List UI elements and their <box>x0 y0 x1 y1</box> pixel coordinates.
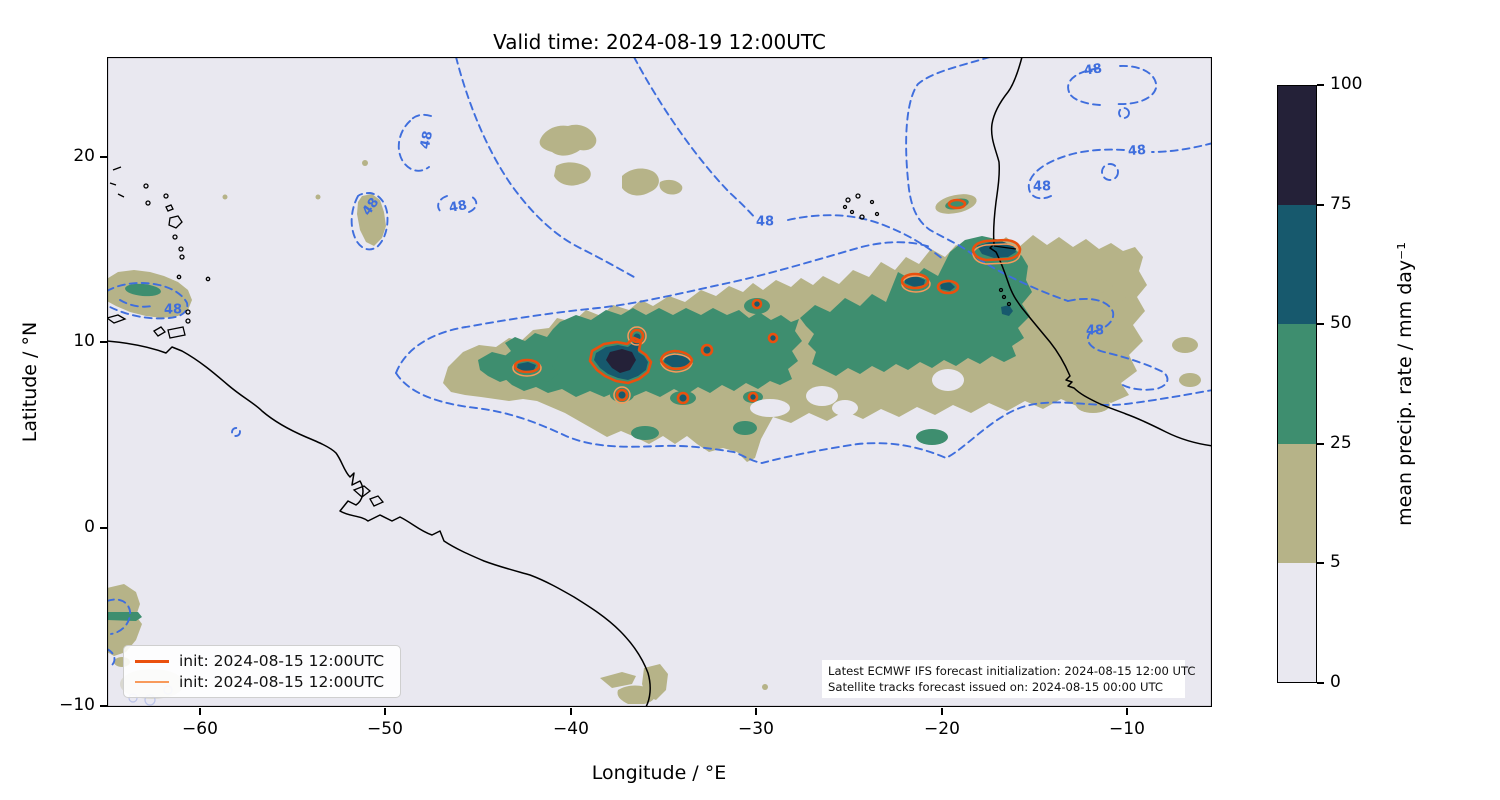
colorbar-tick <box>1317 682 1324 684</box>
contour-label: 48 <box>1033 180 1051 195</box>
precip-fill-75-100-layer <box>606 349 636 373</box>
y-tick-mark <box>100 156 107 158</box>
y-tick-mark <box>100 341 107 343</box>
orange-track-contours <box>512 198 1022 405</box>
x-tick-mark <box>941 708 943 715</box>
y-axis-label: Latitude / °N <box>19 321 41 443</box>
x-tick-label: −60 <box>182 719 218 739</box>
legend-entry: init: 2024-08-15 12:00UTC <box>135 673 389 691</box>
x-axis-label: Longitude / °E <box>591 762 727 784</box>
x-tick-mark <box>1126 708 1128 715</box>
x-tick-mark <box>199 708 201 715</box>
page-title: Valid time: 2024-08-19 12:00UTC <box>493 30 826 54</box>
contour-label: 48 <box>1083 61 1103 78</box>
colorbar-tick-label: 100 <box>1330 74 1363 94</box>
blue-dashed-contours <box>107 57 1212 667</box>
colorbar <box>1277 85 1317 683</box>
colorbar-tick-label: 25 <box>1330 433 1352 453</box>
x-tick-mark <box>755 708 757 715</box>
y-tick-label: 10 <box>73 331 95 351</box>
colorbar-label: mean precip. rate / mm day⁻¹ <box>1394 242 1416 526</box>
colorbar-segment-0-5 <box>1278 562 1316 683</box>
contour-label: 48 <box>1127 143 1146 159</box>
colorbar-segment-5-25 <box>1278 443 1316 563</box>
map-canvas: 48 48 48 48 48 48 48 48 48 <box>107 57 1212 707</box>
precip-fill-25-50-layer <box>107 198 1032 621</box>
colorbar-tick-label: 5 <box>1330 552 1341 572</box>
legend-line-swatch <box>135 659 169 663</box>
precip-gaps <box>750 369 964 417</box>
x-tick-mark <box>570 708 572 715</box>
legend-entry: init: 2024-08-15 12:00UTC <box>135 652 389 670</box>
x-tick-label: −20 <box>924 719 960 739</box>
x-tick-mark <box>384 708 386 715</box>
x-tick-label: −10 <box>1109 719 1145 739</box>
contour-label: 48 <box>756 215 774 230</box>
colorbar-tick-label: 50 <box>1330 313 1352 333</box>
colorbar-segment-50-75 <box>1278 205 1316 325</box>
annotation-line-2: Satellite tracks forecast issued on: 202… <box>828 680 1163 695</box>
map-plot-area: 48 48 48 48 48 48 48 48 48 <box>107 57 1212 707</box>
south-america-coast <box>107 340 651 707</box>
contour-label: 48 <box>1086 324 1104 339</box>
colorbar-tick-label: 0 <box>1330 672 1341 692</box>
contour-label: 48 <box>448 198 468 216</box>
x-tick-label: −30 <box>738 719 774 739</box>
coastal-islets <box>998 287 1012 307</box>
y-tick-mark <box>100 527 107 529</box>
x-tick-label: −50 <box>367 719 403 739</box>
contour-label: 48 <box>164 303 182 318</box>
colorbar-segment-75-100 <box>1278 86 1316 206</box>
colorbar-tick-label: 75 <box>1330 194 1352 214</box>
africa-coast <box>989 57 1212 447</box>
y-tick-label: 0 <box>84 517 95 537</box>
forecast-annotation: Latest ECMWF IFS forecast initialization… <box>822 660 1196 699</box>
precip-fill-5-25-layer <box>107 124 1201 704</box>
colorbar-tick <box>1317 562 1324 564</box>
colorbar-tick <box>1317 443 1324 445</box>
colorbar-tick <box>1317 84 1324 86</box>
colorbar-tick <box>1317 204 1324 206</box>
cape-verde-islands <box>842 193 880 220</box>
annotation-line-1: Latest ECMWF IFS forecast initialization… <box>828 664 1196 678</box>
x-tick-label: −40 <box>553 719 589 739</box>
legend-line-swatch <box>135 680 169 683</box>
colorbar-tick <box>1317 323 1324 325</box>
colorbar-segment-25-50 <box>1278 324 1316 444</box>
contour-label: 48 <box>418 130 436 151</box>
y-tick-mark <box>100 705 107 707</box>
coastlines <box>107 57 1212 707</box>
legend-label: init: 2024-08-15 12:00UTC <box>179 672 385 691</box>
y-tick-label: 20 <box>73 146 95 166</box>
legend: init: 2024-08-15 12:00UTC init: 2024-08-… <box>123 645 401 698</box>
trinidad-coast <box>153 326 186 339</box>
y-tick-label: −10 <box>59 695 95 715</box>
lesser-antilles-islands <box>109 166 211 315</box>
legend-label: init: 2024-08-15 12:00UTC <box>179 652 385 671</box>
